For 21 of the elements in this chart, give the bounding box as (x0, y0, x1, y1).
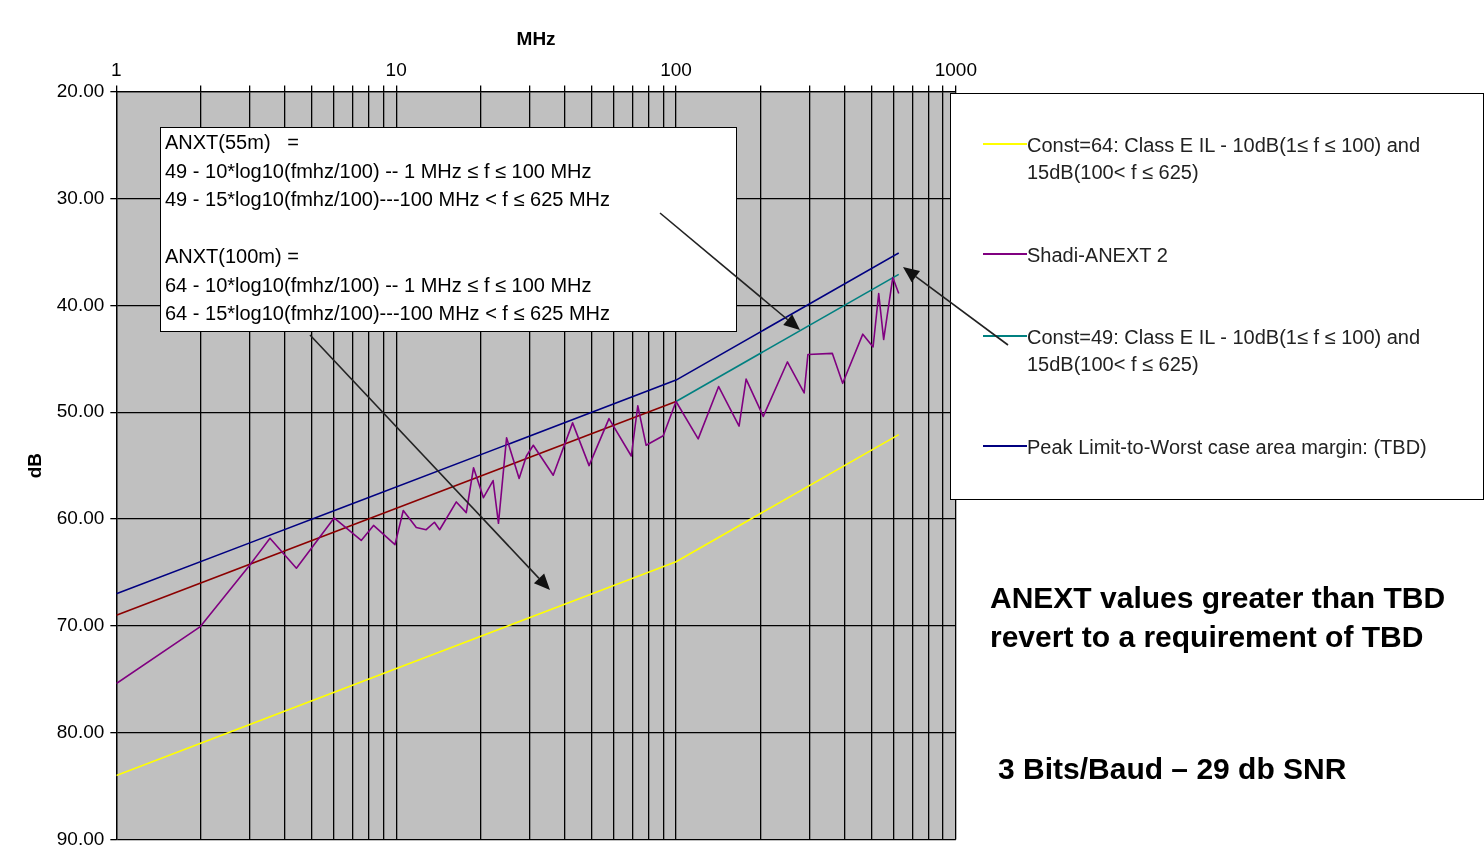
x-tick-label: 1 (111, 59, 122, 81)
y-tick-label: 60.00 (56, 507, 105, 529)
legend-label: Const=49: Class E IL - 10dB(1≤ f ≤ 100) and 15dB(100< f ≤ 625) (1027, 325, 1422, 378)
y-tick-label: 70.00 (56, 614, 105, 636)
y-tick-label: 20.00 (56, 79, 105, 101)
y-tick-label: 40.00 (56, 293, 105, 315)
note-box: ANXT(55m) = 49 - 10*log10(fmhz/100) -- 1 MHz ≤ f ≤ 100 MHz 49 - 15*log10(fmhz/100)---100 MHz < f ≤ 625 MHz ANXT(100m) = 64 - 10*log10(fmhz/100) -- 1 MHz ≤ f ≤ 100 MHz 64 - 15*log10(fmhz/100)---100 MHz < f ≤ 625 MHz (160, 127, 737, 332)
x-tick-label: 1000 (934, 59, 978, 81)
y-tick-label: 80.00 (56, 720, 105, 742)
legend-label: Const=64: Class E IL - 10dB(1≤ f ≤ 100) and 15dB(100< f ≤ 625) (1027, 132, 1422, 185)
text: ANEXT values greater than TBD revert to a requirement of TBD (990, 580, 1447, 655)
text: 3 Bits/Baud – 29 db SNR (998, 752, 1347, 786)
y-axis-title: dB (23, 452, 45, 479)
x-axis-title: MHz (516, 27, 556, 49)
x-tick-label: 10 (385, 59, 407, 81)
x-tick-label: 100 (660, 59, 692, 81)
y-tick-label: 90.00 (56, 827, 105, 849)
legend-label: Peak Limit-to-Worst case area margin: (TBD) (1027, 435, 1428, 461)
y-tick-label: 50.00 (56, 400, 105, 422)
y-tick-label: 30.00 (56, 186, 105, 208)
legend-label: Shadi-ANEXT 2 (1027, 242, 1169, 268)
